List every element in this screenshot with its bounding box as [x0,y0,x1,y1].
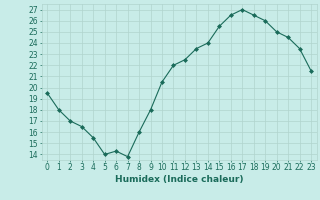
X-axis label: Humidex (Indice chaleur): Humidex (Indice chaleur) [115,175,244,184]
